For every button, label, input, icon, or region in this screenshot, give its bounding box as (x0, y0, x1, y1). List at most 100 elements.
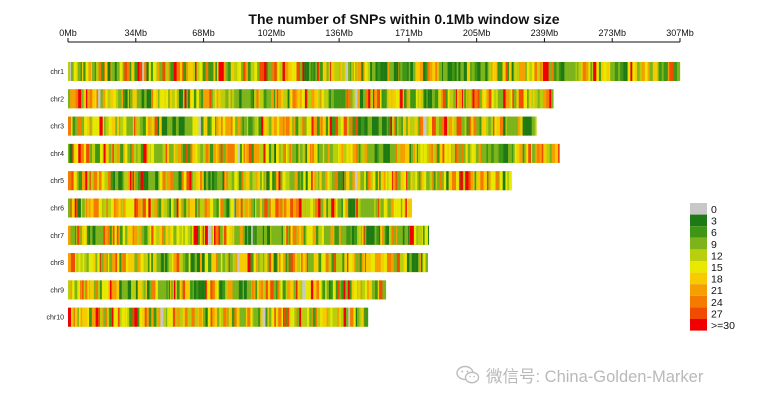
snp-window-cell (341, 199, 343, 218)
snp-window-cell (392, 62, 394, 81)
snp-window-cell (428, 226, 429, 245)
snp-window-cell (454, 117, 457, 136)
snp-window-cell (284, 308, 286, 327)
snp-window-cell (334, 199, 336, 218)
snp-window-cell (84, 253, 87, 272)
snp-window-cell (179, 89, 182, 108)
snp-window-cell (623, 62, 625, 81)
snp-window-cell (173, 280, 174, 299)
snp-window-cell (368, 89, 370, 108)
snp-window-cell (440, 171, 443, 190)
snp-window-cell (200, 171, 203, 190)
snp-window-cell (90, 253, 93, 272)
snp-window-cell (252, 171, 254, 190)
snp-window-cell (245, 199, 248, 218)
snp-window-cell (149, 62, 151, 81)
snp-window-cell (417, 144, 418, 163)
snp-window-cell (292, 89, 295, 108)
snp-window-cell (313, 226, 316, 245)
snp-window-cell (86, 89, 87, 108)
snp-window-cell (322, 280, 325, 299)
snp-window-cell (310, 199, 313, 218)
snp-window-cell (157, 199, 159, 218)
snp-window-cell (123, 171, 125, 190)
snp-window-cell (331, 89, 334, 108)
snp-window-cell (271, 199, 273, 218)
snp-window-cell (208, 171, 210, 190)
snp-window-cell (77, 280, 80, 299)
snp-window-cell (479, 89, 482, 108)
snp-window-cell (279, 280, 280, 299)
snp-window-cell (258, 226, 261, 245)
snp-window-cell (376, 199, 378, 218)
snp-window-cell (115, 253, 117, 272)
snp-window-cell (151, 144, 154, 163)
snp-window-cell (403, 89, 404, 108)
snp-window-cell (91, 226, 92, 245)
snp-window-cell (301, 171, 303, 190)
snp-window-cell (149, 144, 150, 163)
snp-window-cell (70, 89, 73, 108)
snp-window-cell (82, 199, 85, 218)
snp-window-cell (355, 253, 358, 272)
snp-window-cell (269, 144, 271, 163)
snp-window-cell (415, 117, 418, 136)
snp-window-cell (114, 117, 116, 136)
snp-window-cell (392, 89, 396, 108)
snp-window-cell (338, 117, 341, 136)
snp-window-cell (418, 144, 420, 163)
snp-window-cell (276, 308, 277, 327)
snp-window-cell (411, 144, 413, 163)
snp-window-cell (314, 144, 316, 163)
snp-window-cell (181, 280, 183, 299)
snp-window-cell (71, 171, 73, 190)
snp-window-cell (311, 89, 314, 108)
snp-window-cell (206, 144, 209, 163)
snp-window-cell (207, 253, 208, 272)
snp-window-cell (213, 199, 216, 218)
snp-window-cell (446, 62, 447, 81)
snp-window-cell (134, 253, 137, 272)
snp-window-cell (112, 308, 113, 327)
snp-window-cell (297, 89, 300, 108)
snp-window-cell (386, 171, 388, 190)
snp-window-cell (420, 171, 422, 190)
snp-window-cell (275, 144, 276, 163)
snp-window-cell (372, 144, 375, 163)
snp-window-cell (352, 226, 354, 245)
snp-window-cell (235, 117, 238, 136)
snp-window-cell (248, 253, 251, 272)
snp-window-cell (134, 226, 137, 245)
snp-window-cell (390, 144, 391, 163)
snp-window-cell (322, 226, 324, 245)
snp-window-cell (153, 253, 156, 272)
snp-window-cell (254, 280, 256, 299)
snp-window-cell (268, 62, 271, 81)
snp-window-cell (205, 62, 208, 81)
snp-window-cell (263, 117, 265, 136)
snp-window-cell (476, 171, 477, 190)
snp-window-cell (191, 89, 194, 108)
snp-window-cell (79, 308, 80, 327)
snp-window-cell (150, 171, 153, 190)
snp-window-cell (352, 171, 355, 190)
snp-window-cell (368, 117, 369, 136)
snp-window-cell (515, 144, 517, 163)
snp-window-cell (488, 117, 491, 136)
snp-window-cell (154, 199, 157, 218)
snp-window-cell (231, 199, 233, 218)
snp-window-cell (189, 253, 191, 272)
snp-window-cell (284, 199, 287, 218)
snp-window-cell (494, 117, 496, 136)
snp-window-cell (156, 226, 159, 245)
snp-window-cell (394, 199, 398, 218)
snp-window-cell (459, 144, 461, 163)
snp-window-cell (181, 117, 184, 136)
snp-window-cell (81, 62, 83, 81)
snp-window-cell (112, 62, 115, 81)
snp-window-cell (119, 117, 120, 136)
watermark: 微信号: China-Golden-Marker (456, 364, 703, 386)
snp-window-cell (104, 62, 105, 81)
snp-window-cell (345, 199, 348, 218)
snp-window-cell (213, 144, 216, 163)
